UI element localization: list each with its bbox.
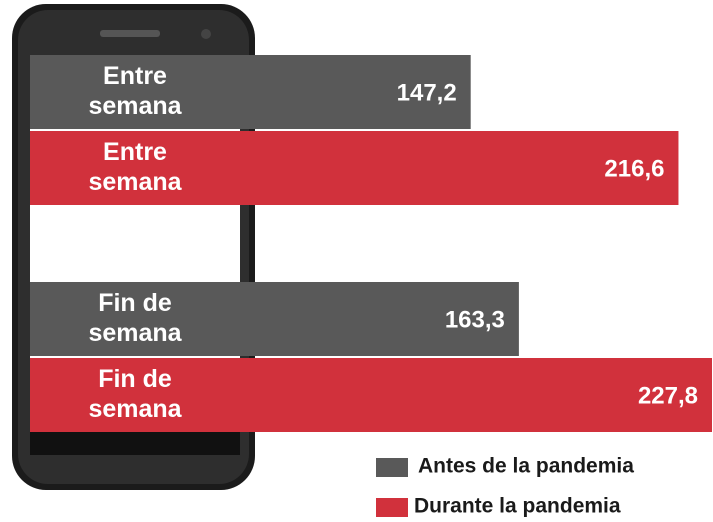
category-label: Fin de semana [88,365,182,423]
legend-swatch [376,458,408,477]
value-label: 163,3 [445,306,505,333]
legend-label: Antes de la pandemia [418,455,634,478]
category-label: Fin de semana [88,289,182,347]
bar [30,131,679,205]
legend-swatch [376,498,408,517]
phone-camera [201,29,211,39]
category-label: Entre semana [88,138,182,196]
bars: Entre semana 147,2 Entre semana 216,6 Fin de se… [30,55,712,432]
phone-speaker [100,30,160,37]
value-label: 147,2 [397,79,457,106]
value-label: 227,8 [638,382,698,409]
bar [30,282,519,356]
bar [30,55,471,129]
category-label: Entre semana [88,62,182,120]
legend: Antes de la pandemia Durante la pandemia [376,455,634,518]
bar [30,358,712,432]
legend-label: Durante la pandemia [414,495,621,518]
value-label: 216,6 [604,155,664,182]
